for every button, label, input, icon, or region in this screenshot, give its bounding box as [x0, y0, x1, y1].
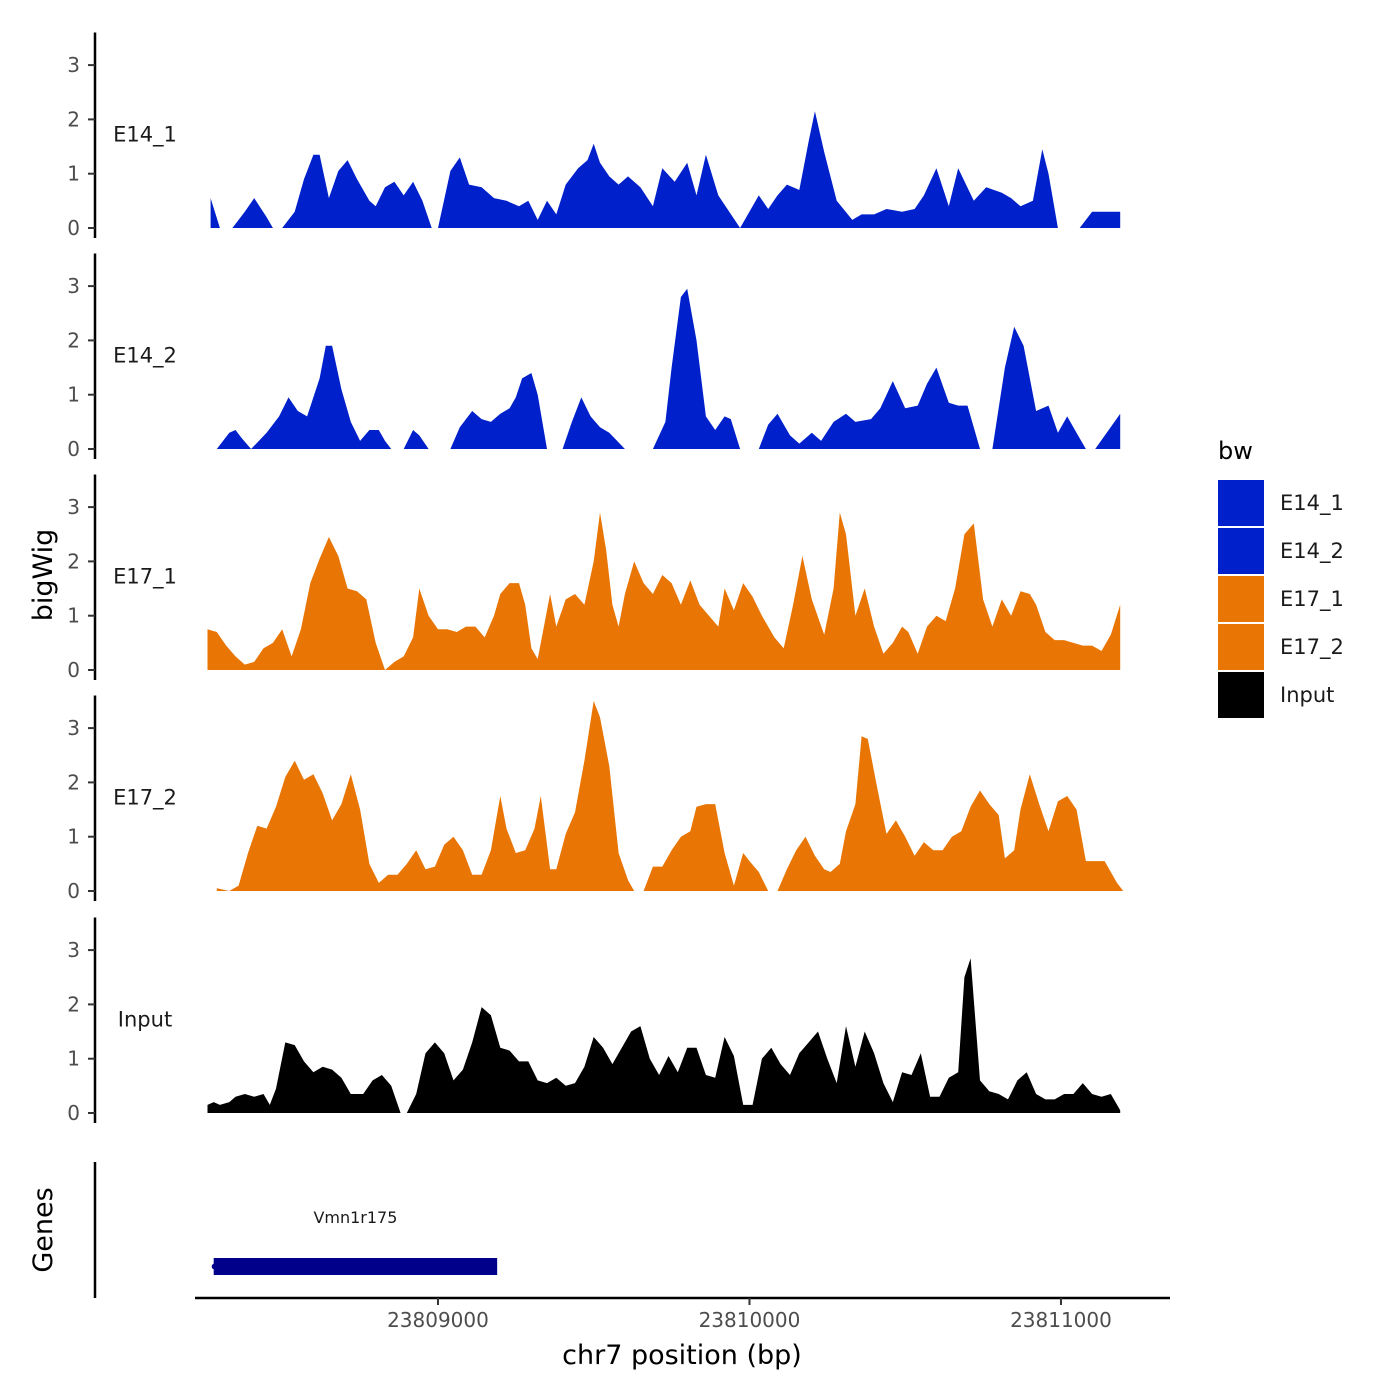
gene-start-marker	[211, 1263, 218, 1270]
y-tick-label: 1	[67, 162, 80, 186]
x-tick-label: 23811000	[1010, 1308, 1112, 1332]
bigwig-tracks: 0 1 2 3 E14_1 0 1 2 3 E14_2 0 1 2 3 E17_1 0 1 2 3 E17_2 0 1 2 3…	[67, 32, 1124, 1125]
y-tick-label: 2	[67, 770, 80, 794]
y-tick-label: 2	[67, 549, 80, 573]
legend-title: bw	[1218, 437, 1253, 465]
legend-label-e17-1: E17_1	[1280, 587, 1344, 612]
track-e17-2: 0 1 2 3 E17_2	[67, 695, 1124, 903]
legend: bw E14_1 E14_2 E17_1 E17_2 Input	[1218, 437, 1344, 718]
track-label: E17_1	[113, 565, 177, 590]
y-tick-label: 0	[67, 658, 80, 682]
coverage-area-input	[207, 958, 1121, 1113]
legend-swatch-e14-2	[1218, 528, 1264, 574]
y-tick-label: 1	[67, 604, 80, 628]
y-tick-label: 2	[67, 107, 80, 131]
genes-panel: Genes Vmn1r175	[28, 1162, 498, 1298]
gene-label: Vmn1r175	[313, 1208, 397, 1227]
coverage-area-e14-1	[210, 111, 1121, 228]
track-label: E17_2	[113, 786, 177, 811]
y-tick-label: 3	[67, 53, 80, 77]
y-tick-label: 2	[67, 992, 80, 1016]
gene-models: Vmn1r175	[211, 1208, 498, 1275]
genes-panel-title: Genes	[28, 1187, 59, 1272]
track-label: Input	[118, 1008, 172, 1032]
track-e14-2: 0 1 2 3 E14_2	[67, 253, 1121, 461]
y-tick-label: 3	[67, 938, 80, 962]
track-e17-1: 0 1 2 3 E17_1	[67, 474, 1121, 682]
legend-label-input: Input	[1280, 683, 1334, 707]
y-tick-label: 1	[67, 825, 80, 849]
x-tick-label: 23810000	[699, 1308, 801, 1332]
track-input: 0 1 2 3 Input	[67, 917, 1121, 1125]
gene-body	[213, 1258, 498, 1275]
x-axis: 23809000 23810000 23811000	[195, 1296, 1170, 1332]
track-e14-1: 0 1 2 3 E14_1	[67, 32, 1121, 240]
y-tick-label: 0	[67, 216, 80, 240]
y-tick-label: 0	[67, 437, 80, 461]
legend-swatch-input	[1218, 672, 1264, 718]
coverage-area-e17-2	[216, 701, 1124, 891]
y-tick-label: 2	[67, 328, 80, 352]
legend-label-e14-1: E14_1	[1280, 491, 1344, 516]
x-tick-label: 23809000	[387, 1308, 489, 1332]
legend-label-e17-2: E17_2	[1280, 635, 1344, 660]
y-tick-label: 3	[67, 716, 80, 740]
y-axis-title: bigWig	[28, 529, 59, 622]
track-label: E14_1	[113, 123, 177, 148]
track-label: E14_2	[113, 344, 177, 369]
y-tick-label: 3	[67, 274, 80, 298]
legend-label-e14-2: E14_2	[1280, 539, 1344, 564]
coverage-area-e14-2	[216, 288, 1121, 449]
legend-swatch-e17-2	[1218, 624, 1264, 670]
x-axis-title: chr7 position (bp)	[562, 1340, 802, 1371]
y-tick-label: 1	[67, 383, 80, 407]
y-tick-label: 3	[67, 495, 80, 519]
y-tick-label: 0	[67, 879, 80, 903]
y-tick-label: 0	[67, 1101, 80, 1125]
y-tick-label: 1	[67, 1047, 80, 1071]
legend-swatch-e14-1	[1218, 480, 1264, 526]
legend-swatch-e17-1	[1218, 576, 1264, 622]
coverage-area-e17-1	[207, 512, 1121, 670]
